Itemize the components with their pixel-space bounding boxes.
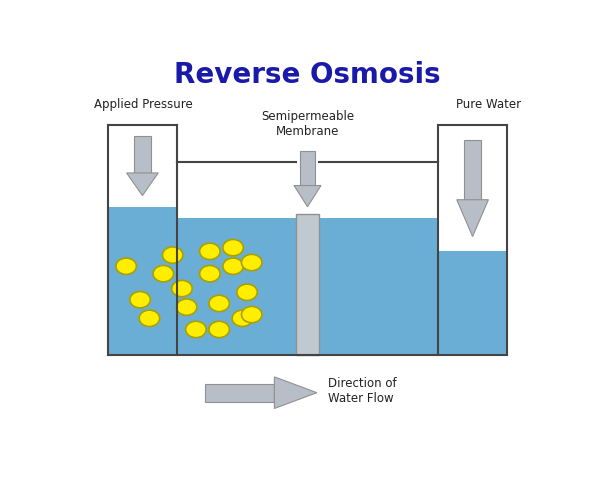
Circle shape [139,310,160,327]
Bar [319,218,438,355]
Bar [178,218,296,355]
Circle shape [130,292,151,308]
Bar [438,251,508,355]
Text: Direction of
Water Flow: Direction of Water Flow [328,377,397,405]
Circle shape [209,321,229,338]
Circle shape [241,306,262,323]
Circle shape [241,255,262,270]
Circle shape [163,247,183,263]
Bar [107,207,178,355]
Text: Reverse Osmosis: Reverse Osmosis [174,61,441,89]
Circle shape [232,310,253,327]
Circle shape [176,299,197,315]
Bar [205,384,274,401]
Circle shape [223,258,244,274]
Bar [296,214,319,355]
Polygon shape [457,200,488,237]
Text: Pure Water: Pure Water [456,98,521,111]
Circle shape [237,284,257,300]
Circle shape [185,321,206,338]
Circle shape [116,258,136,274]
Bar [300,151,315,185]
Polygon shape [127,173,158,196]
Circle shape [209,295,229,312]
Polygon shape [274,377,317,409]
Circle shape [200,266,220,282]
Bar [134,136,151,173]
Circle shape [153,266,173,282]
Circle shape [172,280,192,297]
Circle shape [200,243,220,259]
Polygon shape [294,185,321,207]
Text: Semipermeable
Membrane: Semipermeable Membrane [261,110,354,138]
Text: Applied Pressure: Applied Pressure [94,98,193,111]
Bar [464,140,481,200]
Circle shape [223,240,244,256]
